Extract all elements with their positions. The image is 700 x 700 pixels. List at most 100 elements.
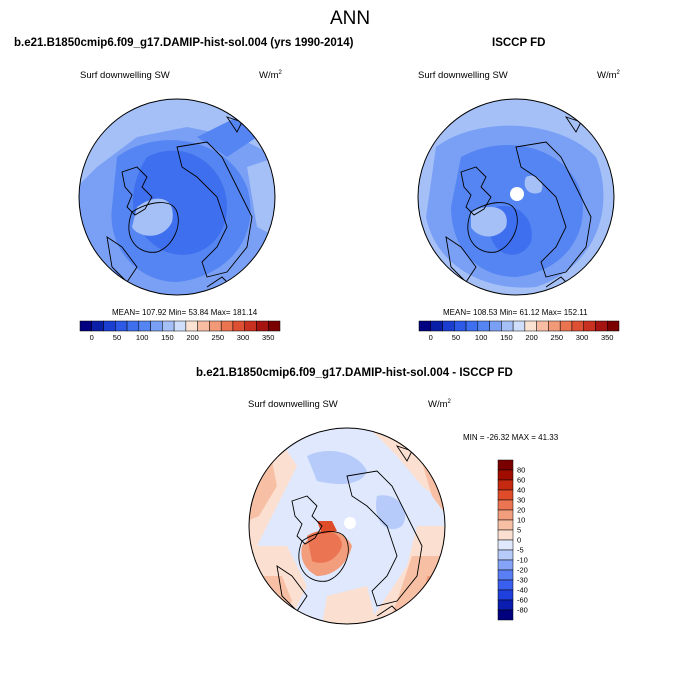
panel1-colorbar-tick-label: 350 bbox=[262, 333, 275, 342]
panel3-colorbar-tick-label: 10 bbox=[517, 516, 525, 525]
panel3-colorbar-tick-label: 30 bbox=[517, 496, 525, 505]
panel2-polar-map bbox=[417, 98, 615, 296]
panel3-colorbar-swatch bbox=[497, 529, 514, 541]
panel3-colorbar-swatch bbox=[497, 459, 514, 471]
panel3-variable: Surf downwelling SW bbox=[248, 399, 338, 410]
panel2-colorbar-swatch bbox=[430, 320, 443, 332]
panel1-colorbar-swatch bbox=[220, 320, 234, 332]
panel1-colorbar-swatch bbox=[267, 320, 281, 332]
panel2-colorbar-tick-label: 100 bbox=[475, 333, 488, 342]
panel1-colorbar-swatch bbox=[126, 320, 140, 332]
panel1-variable: Surf downwelling SW bbox=[80, 70, 170, 81]
panel2-title: ISCCP FD bbox=[492, 37, 546, 49]
panel2-colorbar-swatch bbox=[512, 320, 526, 332]
panel3-colorbar-swatch bbox=[497, 539, 514, 551]
panel2-colorbar-swatch bbox=[536, 320, 549, 332]
panel3-colorbar-swatch bbox=[497, 479, 514, 491]
page-title: ANN bbox=[329, 8, 371, 29]
panel3-colorbar-swatch bbox=[497, 599, 514, 611]
panel1-units: W/m2 bbox=[259, 70, 282, 81]
panel3-colorbar-swatch bbox=[497, 499, 514, 511]
panel3-colorbar-swatch bbox=[497, 589, 514, 601]
panel1-colorbar-tick-label: 100 bbox=[136, 333, 149, 342]
panel2-colorbar-tick-label: 300 bbox=[576, 333, 589, 342]
panel1-colorbar-tick-label: 250 bbox=[212, 333, 225, 342]
panel3-colorbar-tick-label: -5 bbox=[517, 546, 524, 555]
panel2-colorbar-swatch bbox=[595, 320, 608, 332]
panel1-colorbar-swatch bbox=[185, 320, 198, 332]
panel1-colorbar-tick-label: 50 bbox=[113, 333, 121, 342]
panel3-colorbar-swatch bbox=[497, 469, 514, 481]
panel1-colorbar-swatch bbox=[91, 320, 104, 332]
panel2-colorbar-swatch bbox=[559, 320, 573, 332]
panel2-stats: MEAN= 108.53 Min= 61.12 Max= 152.11 bbox=[443, 308, 588, 317]
panel2-colorbar-swatch bbox=[548, 320, 561, 332]
panel2-colorbar: 0 50 100 150 200 250 300 350 bbox=[418, 320, 620, 342]
panel3-colorbar-tick-label: 80 bbox=[517, 466, 525, 475]
panel3-colorbar-swatch bbox=[497, 569, 514, 581]
panel3-title: b.e21.B1850cmip6.f09_g17.DAMIP-hist-sol.… bbox=[196, 367, 513, 379]
panel3-colorbar-tick-label: 40 bbox=[517, 486, 525, 495]
panel1-title: b.e21.B1850cmip6.f09_g17.DAMIP-hist-sol.… bbox=[14, 37, 354, 49]
panel1-colorbar-tick-label: 0 bbox=[90, 333, 94, 342]
panel2-colorbar-tick-label: 0 bbox=[429, 333, 433, 342]
panel3-colorbar-tick-label: 5 bbox=[517, 526, 521, 535]
panel1-polar-map bbox=[78, 98, 276, 296]
panel2-colorbar-swatch bbox=[465, 320, 479, 332]
panel2-colorbar-swatch bbox=[477, 320, 490, 332]
panel3-stats: MIN = -26.32 MAX = 41.33 bbox=[463, 433, 559, 442]
panel1-colorbar-swatch bbox=[103, 320, 116, 332]
panel1-colorbar-swatch bbox=[162, 320, 175, 332]
panel3-colorbar-tick-label: -80 bbox=[517, 606, 528, 615]
panel2-colorbar-swatch bbox=[489, 320, 502, 332]
panel2-colorbar-swatch bbox=[606, 320, 620, 332]
panel1-colorbar-swatch bbox=[256, 320, 269, 332]
panel3-colorbar-swatch bbox=[497, 489, 514, 501]
panel2-colorbar-tick-label: 250 bbox=[551, 333, 564, 342]
panel3-polar-map bbox=[248, 427, 446, 625]
panel3-colorbar-tick-label: -40 bbox=[517, 586, 528, 595]
panel2-colorbar-tick-label: 150 bbox=[500, 333, 513, 342]
panel3-colorbar-swatch bbox=[497, 549, 514, 561]
panel1-colorbar-swatch bbox=[209, 320, 222, 332]
panel3-colorbar-tick-label: -20 bbox=[517, 566, 528, 575]
panel3-colorbar-swatch bbox=[497, 509, 514, 521]
panel1-colorbar-swatch bbox=[232, 320, 245, 332]
panel2-units: W/m2 bbox=[597, 70, 620, 81]
panel3-colorbar-tick-label: 20 bbox=[517, 506, 525, 515]
panel3-colorbar-swatch bbox=[497, 579, 514, 591]
panel3-colorbar-swatch bbox=[497, 609, 514, 621]
panel2-colorbar-swatch bbox=[571, 320, 584, 332]
panel2-colorbar-swatch bbox=[524, 320, 537, 332]
panel1-colorbar-swatch bbox=[150, 320, 163, 332]
panel3-colorbar-tick-label: -30 bbox=[517, 576, 528, 585]
panel2-colorbar-swatch bbox=[418, 320, 432, 332]
panel1-colorbar-tick-label: 300 bbox=[237, 333, 250, 342]
panel2-colorbar-tick-label: 200 bbox=[525, 333, 538, 342]
panel2-variable: Surf downwelling SW bbox=[418, 70, 508, 81]
panel1-colorbar-tick-label: 150 bbox=[161, 333, 174, 342]
panel1-colorbar: 0 50 100 150 200 250 300 350 bbox=[79, 320, 281, 342]
panel1-colorbar-swatch bbox=[244, 320, 257, 332]
panel3-units: W/m2 bbox=[428, 399, 451, 410]
panel2-colorbar-swatch bbox=[454, 320, 467, 332]
panel1-colorbar-swatch bbox=[197, 320, 210, 332]
panel3-colorbar-swatch bbox=[497, 559, 514, 571]
panel3-colorbar-swatch bbox=[497, 519, 514, 531]
panel2-colorbar-tick-label: 350 bbox=[601, 333, 614, 342]
panel2-colorbar-swatch bbox=[501, 320, 514, 332]
panel1-colorbar-swatch bbox=[115, 320, 128, 332]
panel1-colorbar-swatch bbox=[138, 320, 151, 332]
panel1-colorbar-tick-label: 200 bbox=[186, 333, 199, 342]
panel3-colorbar-tick-label: 60 bbox=[517, 476, 525, 485]
panel3-colorbar-tick-label: -60 bbox=[517, 596, 528, 605]
panel2-colorbar-swatch bbox=[442, 320, 455, 332]
panel2-colorbar-swatch bbox=[583, 320, 596, 332]
panel1-colorbar-swatch bbox=[79, 320, 93, 332]
panel3-colorbar-tick-label: -10 bbox=[517, 556, 528, 565]
panel1-colorbar-swatch bbox=[173, 320, 187, 332]
panel1-stats: MEAN= 107.92 Min= 53.84 Max= 181.14 bbox=[112, 308, 258, 317]
panel2-colorbar-tick-label: 50 bbox=[452, 333, 460, 342]
panel3-colorbar-tick-label: 0 bbox=[517, 536, 521, 545]
